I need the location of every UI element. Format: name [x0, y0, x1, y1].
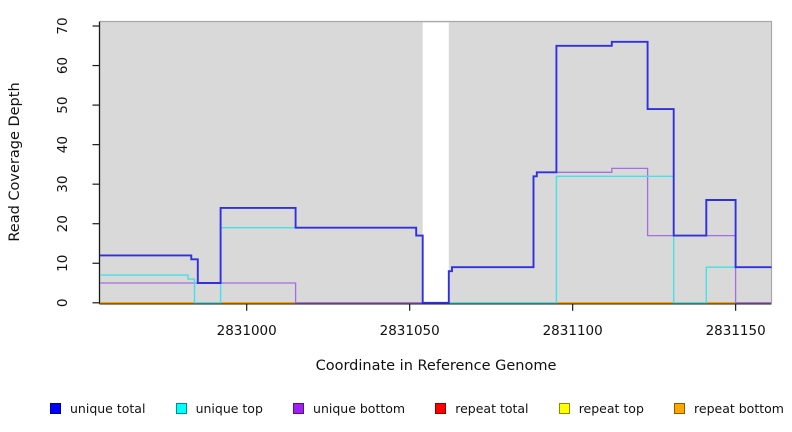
- legend-swatch-repeat-total: [435, 402, 447, 414]
- x-tick-label: 2831100: [543, 323, 603, 339]
- y-tick-label: 0: [55, 299, 71, 308]
- series-unique-total: [100, 40, 772, 304]
- y-tick-label: 70: [55, 17, 71, 34]
- legend-item-repeat-total: repeat total: [435, 400, 529, 416]
- y-tick-label: 10: [55, 255, 71, 272]
- legend-item-repeat-top: repeat top: [558, 400, 644, 416]
- legend-swatch-repeat-bottom: [674, 402, 686, 414]
- y-tick-label: 50: [55, 97, 71, 114]
- legend-label: repeat top: [578, 400, 644, 416]
- legend-item-repeat-bottom: repeat bottom: [674, 401, 784, 416]
- legend-label: repeat bottom: [694, 400, 784, 416]
- plot-area: 0 10 20 30 40 50 60 70 2831000 2831050 2831100 2831…: [55, 17, 773, 339]
- legend-label: repeat total: [455, 400, 529, 416]
- legend-item-unique-total: unique total: [50, 401, 145, 416]
- legend-label: unique total: [70, 400, 146, 416]
- y-tick-label: 40: [55, 136, 71, 153]
- legend-swatch-unique-bottom: [293, 402, 305, 414]
- y-tick-label: 20: [55, 215, 71, 232]
- x-tick-label: 2831000: [217, 323, 277, 339]
- legend-item-unique-top: unique top: [175, 400, 263, 416]
- y-axis-label: Read Coverage Depth: [7, 82, 23, 242]
- legend-label: unique bottom: [313, 400, 406, 416]
- legend: unique total unique top unique bottom re…: [50, 397, 784, 419]
- legend-swatch-unique-top: [175, 402, 187, 414]
- x-tick-label: 2831150: [706, 323, 766, 339]
- legend-item-unique-bottom: unique bottom: [293, 401, 405, 416]
- x-axis-label: Coordinate in Reference Genome: [315, 358, 557, 374]
- y-tick-label: 30: [55, 176, 71, 193]
- legend-swatch-unique-total: [50, 402, 61, 414]
- legend-label: unique top: [195, 400, 263, 416]
- x-tick-label: 2831050: [380, 323, 440, 339]
- y-tick-label: 60: [55, 57, 71, 74]
- coverage-gap-band: [422, 22, 449, 304]
- legend-swatch-repeat-top: [558, 402, 570, 414]
- panel-border: [100, 20, 773, 304]
